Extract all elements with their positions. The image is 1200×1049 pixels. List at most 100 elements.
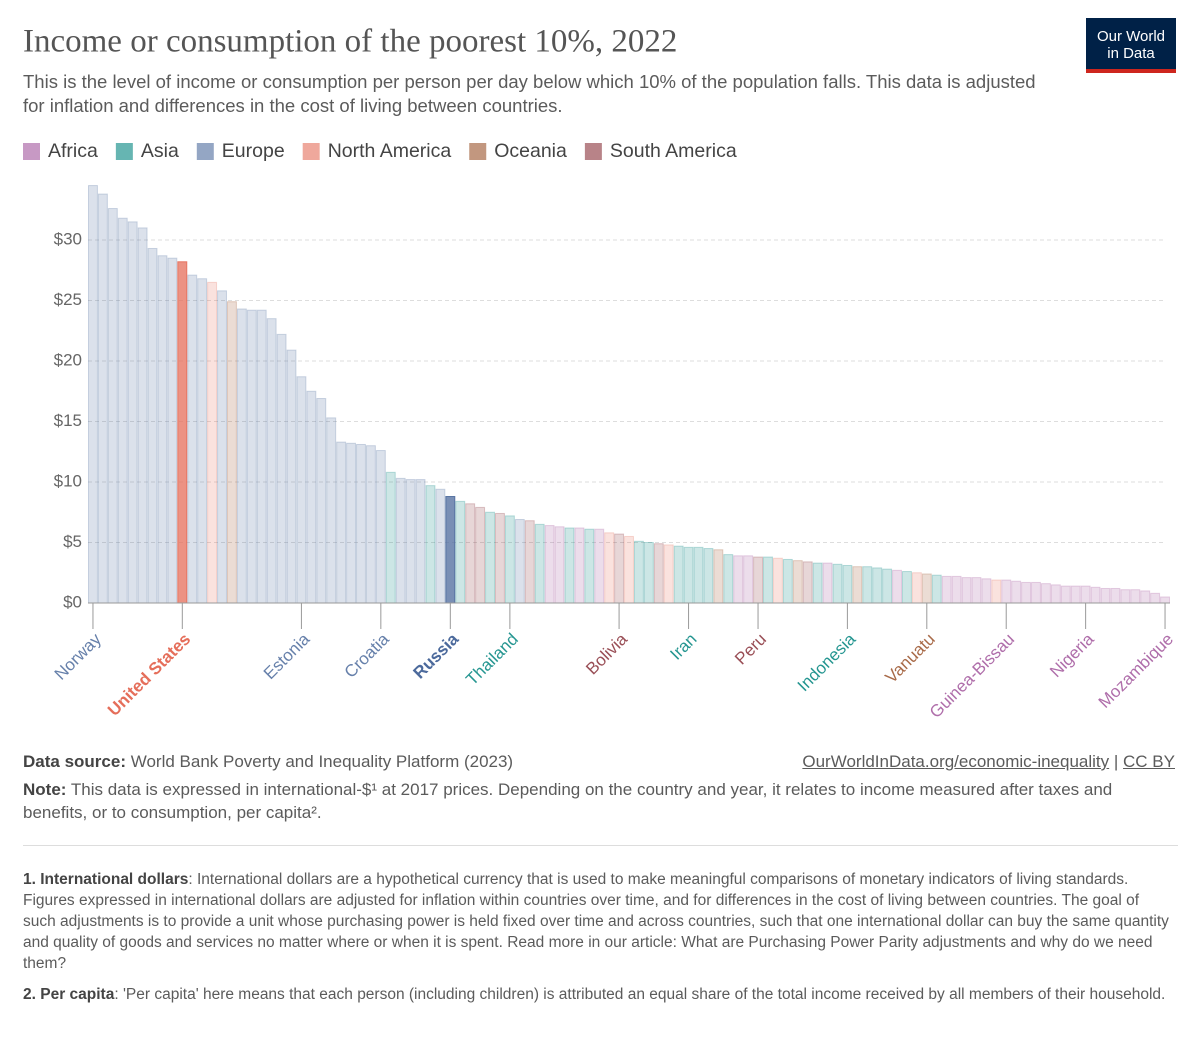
footnote-text: : 'Per capita' here means that each pers… [114, 986, 1166, 1003]
bar [842, 564, 853, 604]
logo [1086, 18, 1176, 73]
bar [475, 506, 486, 604]
legend-swatch [115, 143, 133, 160]
bar [1021, 581, 1032, 604]
bar [693, 546, 704, 604]
legend-label: South America [610, 140, 737, 162]
footnote-text: : International dollars are a hypothetic… [23, 871, 1169, 972]
bar [544, 525, 555, 604]
source-text: World Bank Poverty and Inequality Platfo… [130, 752, 514, 771]
bar [1080, 585, 1091, 604]
note-label: Note: [23, 780, 67, 799]
bar [494, 512, 505, 604]
bar [266, 318, 277, 604]
bar [207, 281, 218, 604]
bar [356, 443, 366, 604]
legend-label: Asia [141, 140, 179, 162]
bar [594, 528, 605, 604]
bar [97, 193, 108, 604]
bar [673, 545, 684, 604]
y-tick-label: $20 [54, 350, 82, 369]
legend-swatch [23, 143, 40, 160]
bar [1140, 590, 1151, 604]
bar [365, 445, 376, 604]
bar [911, 572, 922, 604]
x-tick-label: Estonia [260, 629, 314, 683]
license[interactable]: CC BY [1123, 752, 1175, 771]
bar [137, 227, 148, 604]
bar [405, 479, 416, 604]
logo-text: in Data [1107, 45, 1155, 62]
bar [455, 500, 466, 604]
bar [713, 549, 724, 604]
bar [236, 308, 247, 604]
bar [107, 208, 118, 604]
bar [663, 544, 674, 604]
bar [167, 257, 178, 604]
bar [1070, 585, 1081, 604]
bar [157, 255, 168, 604]
bar [415, 479, 426, 604]
bar [534, 523, 545, 604]
x-tick-label: Vanuatu [881, 630, 938, 687]
legend-swatch [196, 143, 214, 160]
legend-label: Europe [222, 140, 285, 162]
bar [653, 543, 664, 604]
legend-swatch [469, 143, 487, 160]
bar [276, 333, 287, 604]
logo-bar [1086, 69, 1176, 73]
bar [703, 548, 714, 604]
bar [88, 185, 98, 604]
bar [435, 488, 446, 604]
chart-title: Income or consumption of the poorest 10%… [23, 24, 677, 60]
x-tick-label: Bolivia [582, 629, 631, 678]
bar [852, 566, 863, 604]
source-label: Data source: [23, 752, 126, 771]
bar [445, 496, 456, 604]
bar [425, 485, 436, 604]
bar [177, 261, 188, 604]
bar [256, 309, 267, 604]
link[interactable]: OurWorldInData.org/economic-inequality [802, 752, 1110, 771]
bar [624, 535, 634, 604]
x-tick-label: Thailand [462, 630, 522, 690]
bar [772, 557, 783, 604]
bar [504, 515, 515, 604]
bar [1060, 585, 1071, 604]
bar [564, 527, 575, 604]
bar [614, 533, 625, 604]
x-tick-label: Peru [731, 630, 770, 669]
divider [23, 845, 1178, 846]
bar [485, 511, 495, 604]
bar [1160, 596, 1170, 604]
footnote-label: 1. International dollars [23, 871, 189, 888]
bar [1040, 583, 1051, 604]
bar [296, 376, 307, 604]
bar [892, 569, 902, 604]
bar [643, 542, 654, 604]
bar [1011, 580, 1022, 604]
bar [346, 442, 357, 604]
y-tick-label: $30 [54, 229, 82, 248]
bar [127, 221, 138, 604]
bar [375, 450, 386, 604]
bar [217, 290, 227, 604]
bar [574, 527, 585, 604]
y-tick-label: $5 [63, 532, 82, 551]
footnotes: 1. International dollars: International … [23, 869, 1173, 1015]
bar [1120, 589, 1131, 604]
note: Note: This data is expressed in internat… [23, 778, 1173, 824]
bar [792, 560, 803, 604]
y-tick-label: $15 [54, 411, 82, 430]
bar [723, 554, 734, 604]
x-tick-label: Indonesia [794, 629, 860, 695]
bar [246, 309, 257, 604]
x-tick-label: Iran [666, 630, 700, 664]
subtitle: This is the level of income or consumpti… [23, 71, 1036, 116]
x-tick-label: Croatia [341, 629, 394, 682]
bar [743, 555, 754, 604]
bar [981, 578, 992, 604]
bar [763, 556, 773, 604]
bar [782, 558, 793, 604]
